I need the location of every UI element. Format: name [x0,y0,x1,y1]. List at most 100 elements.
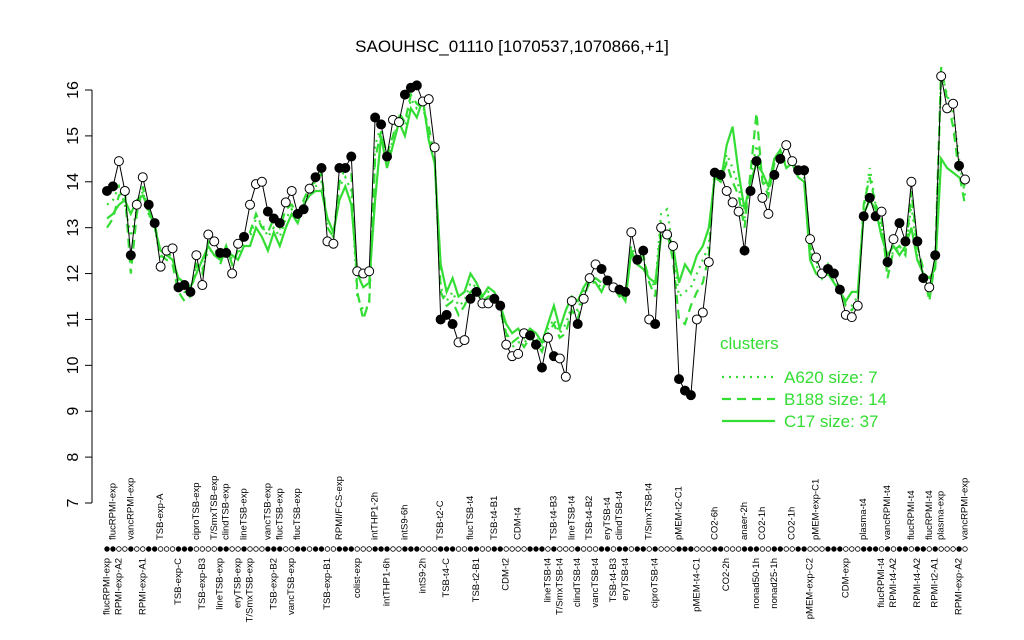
strip-dot [843,546,849,552]
strip-dot [187,546,194,552]
data-point [560,371,571,382]
strip-dot [789,546,795,552]
strip-dot [604,546,611,552]
legend-label: C17 size: 37 [784,412,879,431]
data-point [924,282,935,293]
x-tick-label: intTHP1-2h [370,492,381,540]
data-point [662,229,673,240]
data-point [489,293,500,304]
data-point [364,266,375,277]
x-tick-label: lineTSB-exp [215,558,226,610]
strip-dot [884,546,891,552]
strip-dot [563,546,569,552]
strip-dot [443,546,450,552]
strip-dot [396,546,402,552]
strip-dot [908,546,915,552]
strip-dot [872,546,879,552]
data-point [906,176,917,187]
strip-dot [235,546,241,552]
data-point [239,231,250,242]
x-tick-label: TSB-exp-B1 [322,558,333,610]
data-point [650,319,661,330]
data-point [167,243,178,254]
strip-dot [330,546,337,552]
x-tick-label: flucTSB-t4 [465,496,476,540]
data-point [411,80,422,91]
data-point [304,183,315,194]
x-tick-label: CDM-t4 [513,507,524,540]
strip-dot [151,546,158,552]
strip-dot [259,546,265,552]
data-point [733,206,744,217]
data-point [423,94,434,105]
x-tick-label: RPMI-t2-A1 [930,558,941,608]
series-line [106,71,967,350]
data-point [447,319,458,330]
data-point [531,339,541,350]
data-point [245,199,255,210]
data-point [745,185,756,196]
x-tick-label: vancRPMI-t4 [882,485,893,540]
strip-dot [586,546,593,552]
data-point [191,250,202,261]
data-point [143,199,154,210]
x-tick-label: pMEM-t4-C1 [691,558,702,612]
data-point [298,204,309,215]
strip-dot [521,546,527,552]
strip-dot [640,546,646,552]
strip-dot [807,546,813,552]
x-tick-label: RPMI-exp-A2 [113,558,124,615]
strip-dot [205,546,211,552]
strip-dot [658,546,664,552]
strip-dot [950,546,956,552]
strip-dot [300,546,307,552]
data-point [781,140,792,151]
data-point [221,247,232,258]
strip-dot [390,546,396,552]
strip-dot [688,546,694,552]
strip-dot [122,546,128,552]
data-point [805,234,816,245]
data-point [376,119,387,130]
data-point [620,286,631,297]
data-point [185,286,196,297]
strip-dot [694,546,700,552]
data-point [554,353,565,364]
strip-dot [479,546,486,552]
strip-dot [372,546,378,552]
strip-dot [616,546,623,552]
strip-dot [432,546,438,552]
strip-dot [420,546,426,552]
data-point [513,348,524,359]
strip-dot [354,546,360,552]
x-tick-label: flucRPMI-t4 [924,490,935,540]
data-point [131,199,142,210]
data-point [739,245,750,256]
strip-dot [384,546,390,552]
strip-dot [360,546,366,552]
strip-dot [783,546,789,552]
strip-dot [366,546,372,552]
strip-dot [342,546,349,552]
x-tick-label: eryTSB-exp [233,558,244,608]
strip-dot [771,546,778,552]
strip-dot [551,546,557,552]
x-tick-label: RPMI-t4-A2 [888,558,899,608]
strip-dot [706,546,712,552]
data-point [227,268,238,279]
data-point [125,250,136,261]
data-point [685,390,696,401]
strip-dot [426,546,432,552]
data-point [310,172,321,183]
strip-dot [253,546,259,552]
data-point [370,112,381,123]
data-point [596,263,607,274]
strip-dot [449,546,456,552]
data-point [382,151,393,162]
strip-dot [175,546,182,552]
strip-dot [408,546,414,552]
y-tick-label: 7 [65,498,82,507]
strip-dot [825,546,831,552]
legend-label: A620 size: 7 [784,368,878,387]
data-point [197,280,208,291]
